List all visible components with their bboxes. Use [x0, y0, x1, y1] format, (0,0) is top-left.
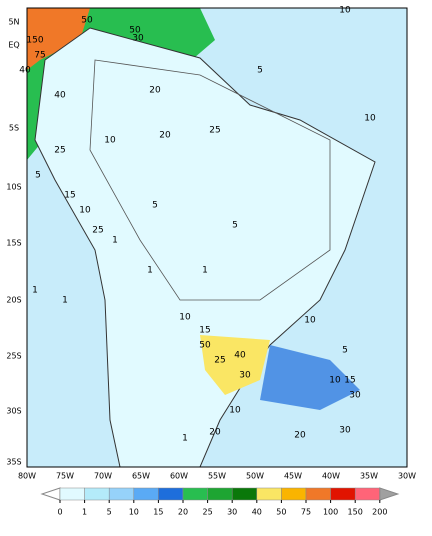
contour-label: 30 — [239, 371, 251, 381]
colorbar-label: 50 — [276, 508, 286, 517]
contour-label: 1 — [182, 434, 188, 444]
contour-label: 10 — [229, 406, 241, 416]
colorbar-cell — [182, 487, 208, 501]
colorbar-cell — [281, 487, 307, 501]
colorbar-label: 1 — [82, 508, 87, 517]
colorbar-label: 30 — [227, 508, 237, 517]
lon-label: 35W — [360, 472, 378, 481]
colorbar-cell — [158, 487, 184, 501]
colorbar-cell — [84, 487, 110, 501]
colorbar: 0 1 5 10 15 20 25 30 40 50 75 100 150 200 — [40, 487, 400, 517]
south-rain — [200, 335, 270, 395]
contour-label: 5 — [257, 66, 263, 76]
colorbar-label: 200 — [372, 508, 387, 517]
contour-label: 15 — [199, 326, 210, 336]
lat-label: 10S — [6, 183, 21, 192]
contour-label: 50 — [81, 16, 93, 26]
colorbar-cell — [207, 487, 233, 501]
colorbar-cell — [354, 487, 381, 501]
colorbar-cell — [133, 487, 159, 501]
contour-label: 10 — [104, 136, 116, 146]
lon-label: 45W — [284, 472, 302, 481]
contour-label: 10 — [179, 313, 191, 323]
contour-label: 1 — [147, 266, 153, 276]
contour-label: 20 — [209, 428, 221, 438]
contour-label: 5 — [232, 221, 238, 231]
contour-label: 15 — [64, 191, 75, 201]
lon-label: 70W — [94, 472, 112, 481]
contour-label: 40 — [54, 91, 66, 101]
map-frame — [26, 7, 408, 468]
contour-label: 40 — [19, 66, 31, 76]
contour-label: 15 — [344, 376, 355, 386]
colorbar-cell — [330, 487, 356, 501]
contour-label: 1 — [112, 236, 118, 246]
contour-label: 10 — [304, 316, 316, 326]
colorbar-label: 100 — [323, 508, 338, 517]
contour-label: 30 — [349, 391, 361, 401]
lon-label: 50W — [246, 472, 264, 481]
lon-label: 40W — [322, 472, 340, 481]
lon-label: 75W — [56, 472, 74, 481]
contour-label: 50 — [199, 341, 211, 351]
colorbar-label: 75 — [301, 508, 311, 517]
borders — [89, 59, 331, 301]
lon-label: 65W — [132, 472, 150, 481]
contour-label: 1 — [202, 266, 208, 276]
contour-label: 75 — [34, 51, 45, 61]
contour-label: 25 — [214, 356, 225, 366]
lat-label: EQ — [8, 41, 19, 50]
lon-label: 30W — [398, 472, 416, 481]
contour-label: 25 — [92, 226, 103, 236]
colorbar-cell — [108, 487, 135, 501]
contour-label: 40 — [234, 351, 246, 361]
lon-label: 80W — [18, 472, 36, 481]
colorbar-cell — [256, 487, 282, 501]
contour-label: 5 — [35, 171, 41, 181]
contour-label: 30 — [132, 34, 144, 44]
contour-label: 1 — [32, 286, 38, 296]
contour-label: 5 — [152, 201, 158, 211]
contour-label: 1 — [62, 296, 68, 306]
lon-label: 55W — [208, 472, 226, 481]
colorbar-label: 20 — [178, 508, 188, 517]
contour-label: 20 — [294, 431, 306, 441]
contour-label: 5 — [342, 346, 348, 356]
lat-label: 25S — [6, 352, 21, 361]
colorbar-label: 15 — [153, 508, 163, 517]
contour-label: 20 — [159, 131, 171, 141]
colorbar-label: 5 — [107, 508, 112, 517]
colorbar-cell — [59, 487, 85, 501]
ocean-rain — [260, 345, 360, 410]
continent — [34, 27, 376, 468]
contour-label: 10 — [79, 206, 91, 216]
colorbar-label: 40 — [252, 508, 262, 517]
colorbar-cell — [305, 487, 331, 501]
colorbar-label: 0 — [57, 508, 62, 517]
colorbar-arrow — [379, 487, 400, 501]
contour-label: 150 — [26, 36, 43, 46]
colorbar-label: 150 — [348, 508, 363, 517]
colorbar-label: 10 — [129, 508, 139, 517]
contour-label: 10 — [364, 114, 376, 124]
lat-label: 5S — [9, 124, 19, 133]
lat-label: 5N — [8, 18, 19, 27]
lat-label: 35S — [6, 458, 21, 467]
lat-label: 15S — [6, 239, 21, 248]
contour-label: 25 — [209, 126, 220, 136]
contour-label: 30 — [339, 426, 351, 436]
colorbar-label: 25 — [203, 508, 213, 517]
contour-label: 20 — [149, 86, 161, 96]
heavy-rain — [27, 8, 90, 70]
colorbar-arrow — [40, 487, 61, 501]
contour-label: 50 — [129, 26, 141, 36]
lat-label: 20S — [6, 296, 21, 305]
contour-label: 10 — [329, 376, 341, 386]
colorbar-cell — [231, 487, 258, 501]
contour-label: 25 — [54, 146, 65, 156]
contour-label: 10 — [339, 6, 351, 16]
lat-label: 30S — [6, 407, 21, 416]
lon-label: 60W — [170, 472, 188, 481]
